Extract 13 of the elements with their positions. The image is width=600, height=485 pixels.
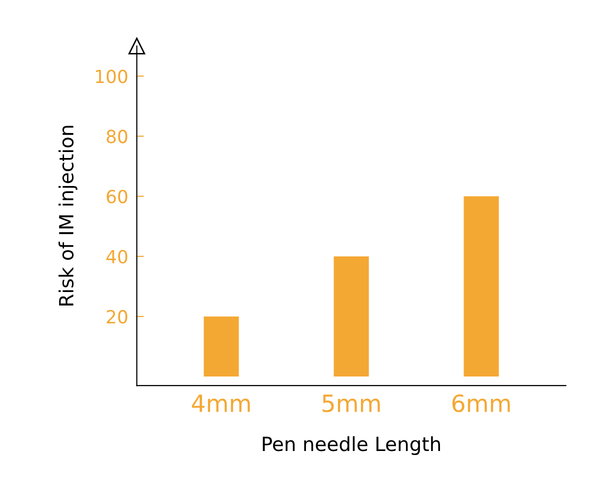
y-tick-label: 80 [106,130,128,144]
y-tick-label: 40 [106,250,128,264]
x-tick-label: 4mm [192,394,250,412]
bar [464,196,499,377]
y-tick-label: 60 [106,190,128,204]
bar [204,316,239,377]
y-axis-title: Risk of IM injection [58,126,78,306]
x-axis-title: Pen needle Length [262,436,440,456]
y-tick-label: 100 [96,70,128,84]
x-tick-label: 5mm [322,394,380,412]
x-tick-label: 6mm [452,394,510,412]
y-tick-label: 20 [106,310,128,324]
bar [334,256,369,377]
